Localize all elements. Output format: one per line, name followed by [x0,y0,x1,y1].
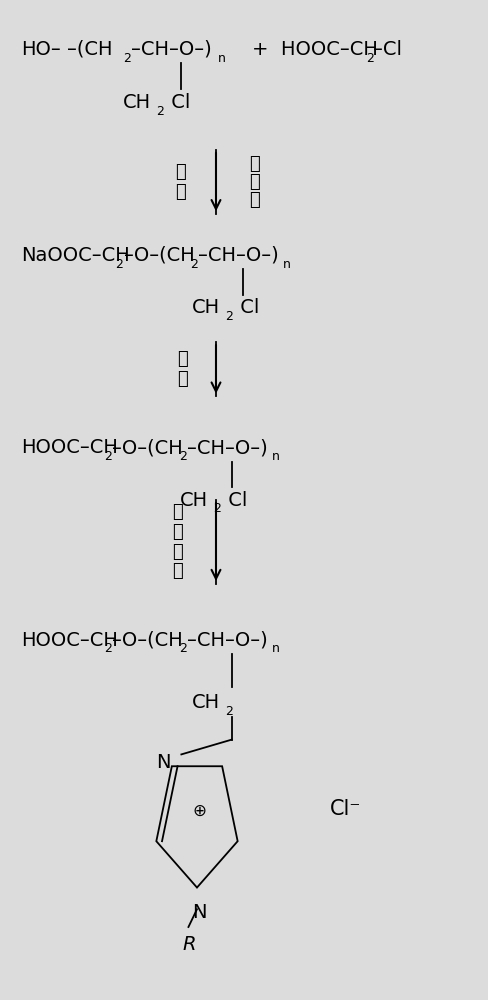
Text: 2: 2 [115,258,123,271]
Text: CH: CH [123,93,151,112]
Text: 2: 2 [156,105,164,118]
Text: 2: 2 [189,258,197,271]
Text: –CH–O–): –CH–O–) [187,438,268,457]
Text: –(CH: –(CH [67,40,113,59]
Text: CH: CH [192,298,220,317]
Text: 腈: 腈 [175,183,185,201]
Text: 酸: 酸 [248,173,259,191]
Text: 乙: 乙 [175,163,185,181]
Text: 2: 2 [104,642,112,655]
Text: 2: 2 [179,642,186,655]
Text: n: n [218,52,226,65]
Text: 唑: 唑 [172,562,183,580]
Text: HO–: HO– [21,40,61,59]
Text: 盐: 盐 [177,350,188,368]
Text: 2: 2 [104,450,112,463]
Text: NaOOC–CH: NaOOC–CH [21,246,130,265]
Text: N: N [192,903,206,922]
Text: 钠: 钠 [248,191,259,209]
Text: –O–(CH: –O–(CH [123,246,194,265]
Text: 2: 2 [225,705,233,718]
Text: +  HOOC–CH: + HOOC–CH [251,40,377,59]
Text: 2: 2 [179,450,186,463]
Text: Cl: Cl [222,491,247,510]
Text: HOOC–CH: HOOC–CH [21,631,118,650]
Text: HOOC–CH: HOOC–CH [21,438,118,457]
Text: ⊕: ⊕ [192,802,206,820]
Text: –CH–O–): –CH–O–) [131,40,212,59]
Text: n: n [271,642,279,655]
Text: Cl: Cl [165,93,190,112]
Text: Cl⁻: Cl⁻ [329,799,361,819]
Text: N: N [156,753,170,772]
Text: CH: CH [180,491,208,510]
Text: 2: 2 [225,310,233,323]
Text: R: R [183,935,196,954]
Text: 2: 2 [123,52,131,65]
Text: Cl: Cl [234,298,259,317]
Text: n: n [271,450,279,463]
Text: 烷: 烷 [172,503,183,521]
Text: –O–(CH: –O–(CH [112,438,183,457]
Text: –Cl: –Cl [372,40,401,59]
Text: –O–(CH: –O–(CH [112,631,183,650]
Text: –CH–O–): –CH–O–) [187,631,268,650]
Text: 基: 基 [172,523,183,541]
Text: CH: CH [192,693,220,712]
Text: 碳: 碳 [248,155,259,173]
Text: –CH–O–): –CH–O–) [198,246,279,265]
Text: 2: 2 [365,52,373,65]
Text: 2: 2 [213,502,221,515]
Text: 咪: 咪 [172,543,183,561]
Text: n: n [282,258,290,271]
Text: 酸: 酸 [177,370,188,388]
